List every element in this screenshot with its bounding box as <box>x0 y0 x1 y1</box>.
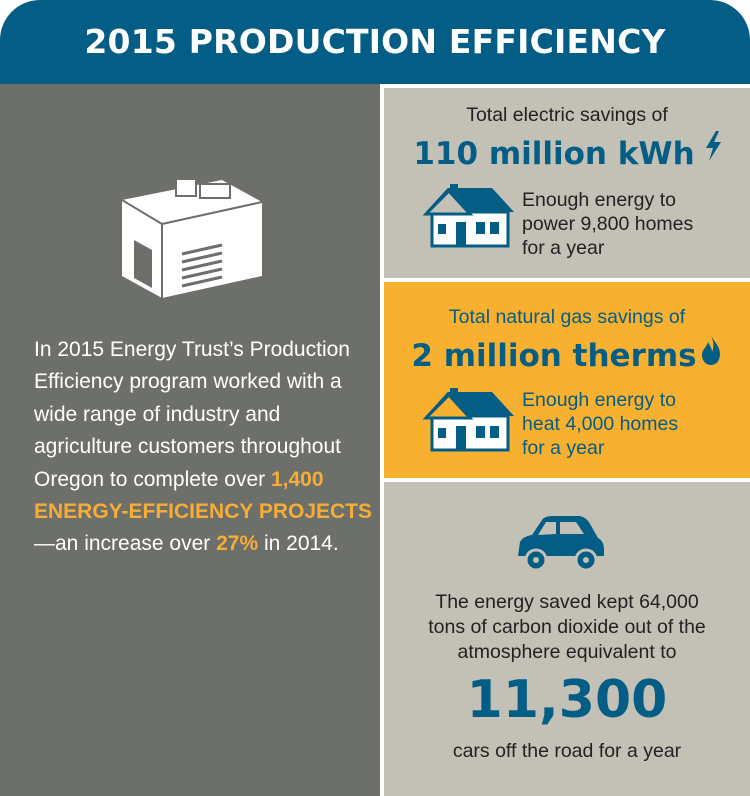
page-title: 2015 PRODUCTION EFFICIENCY SAVINGS <box>84 22 666 145</box>
carbon-desc-line: tons of carbon dioxide out of the <box>428 616 706 638</box>
gas-amount: 2 million therms <box>411 338 697 374</box>
carbon-savings-panel: The energy saved kept 64,000 tons of car… <box>384 482 750 796</box>
header-banner: 2015 PRODUCTION EFFICIENCY SAVINGS <box>0 0 750 145</box>
summary-intro: In 2015 Energy Trust’s Production Effici… <box>34 338 350 491</box>
carbon-desc-line: atmosphere equivalent to <box>457 641 677 663</box>
summary-middle: —an increase over <box>34 532 217 556</box>
carbon-description: The energy saved kept 64,000 tons of car… <box>394 590 740 665</box>
gas-description: Enough energy to heat 4,000 homes for a … <box>522 388 744 460</box>
car-icon <box>518 516 604 572</box>
gas-desc-line: for a year <box>522 437 605 459</box>
electric-desc-line: power 9,800 homes <box>522 213 694 235</box>
projects-highlight: 1,400 ENERGY-EFFICIENCY PROJECTS <box>34 467 373 524</box>
lightning-icon <box>706 131 721 161</box>
gas-desc-line: heat 4,000 homes <box>522 413 679 435</box>
gas-label: Total natural gas savings of <box>448 306 686 328</box>
gas-savings-panel: Total natural gas savings of 2 million t… <box>384 282 750 478</box>
electric-desc-line: Enough energy to <box>522 189 676 211</box>
percent-highlight: 27% <box>216 532 259 556</box>
gas-desc-line: Enough energy to <box>522 389 676 411</box>
program-summary-panel: In 2015 Energy Trust’s Production Effici… <box>0 84 380 796</box>
program-summary-text: In 2015 Energy Trust’s Production Effici… <box>34 334 374 561</box>
factory-icon <box>121 180 263 298</box>
house-icon <box>422 184 514 248</box>
cars-footer: cars off the road for a year <box>452 740 682 762</box>
electric-amount: 110 million kWh <box>413 136 695 172</box>
cars-amount: 11,300 <box>466 670 668 730</box>
summary-end: in 2014. <box>258 532 339 556</box>
electric-label: Total electric savings of <box>466 104 668 126</box>
carbon-desc-line: The energy saved kept 64,000 <box>435 591 699 613</box>
flame-icon <box>702 335 720 365</box>
electric-description: Enough energy to power 9,800 homes for a… <box>522 188 744 260</box>
electric-desc-line: for a year <box>522 237 605 259</box>
house-icon <box>422 388 514 452</box>
electric-savings-panel: Total electric savings of 110 million kW… <box>384 88 750 278</box>
